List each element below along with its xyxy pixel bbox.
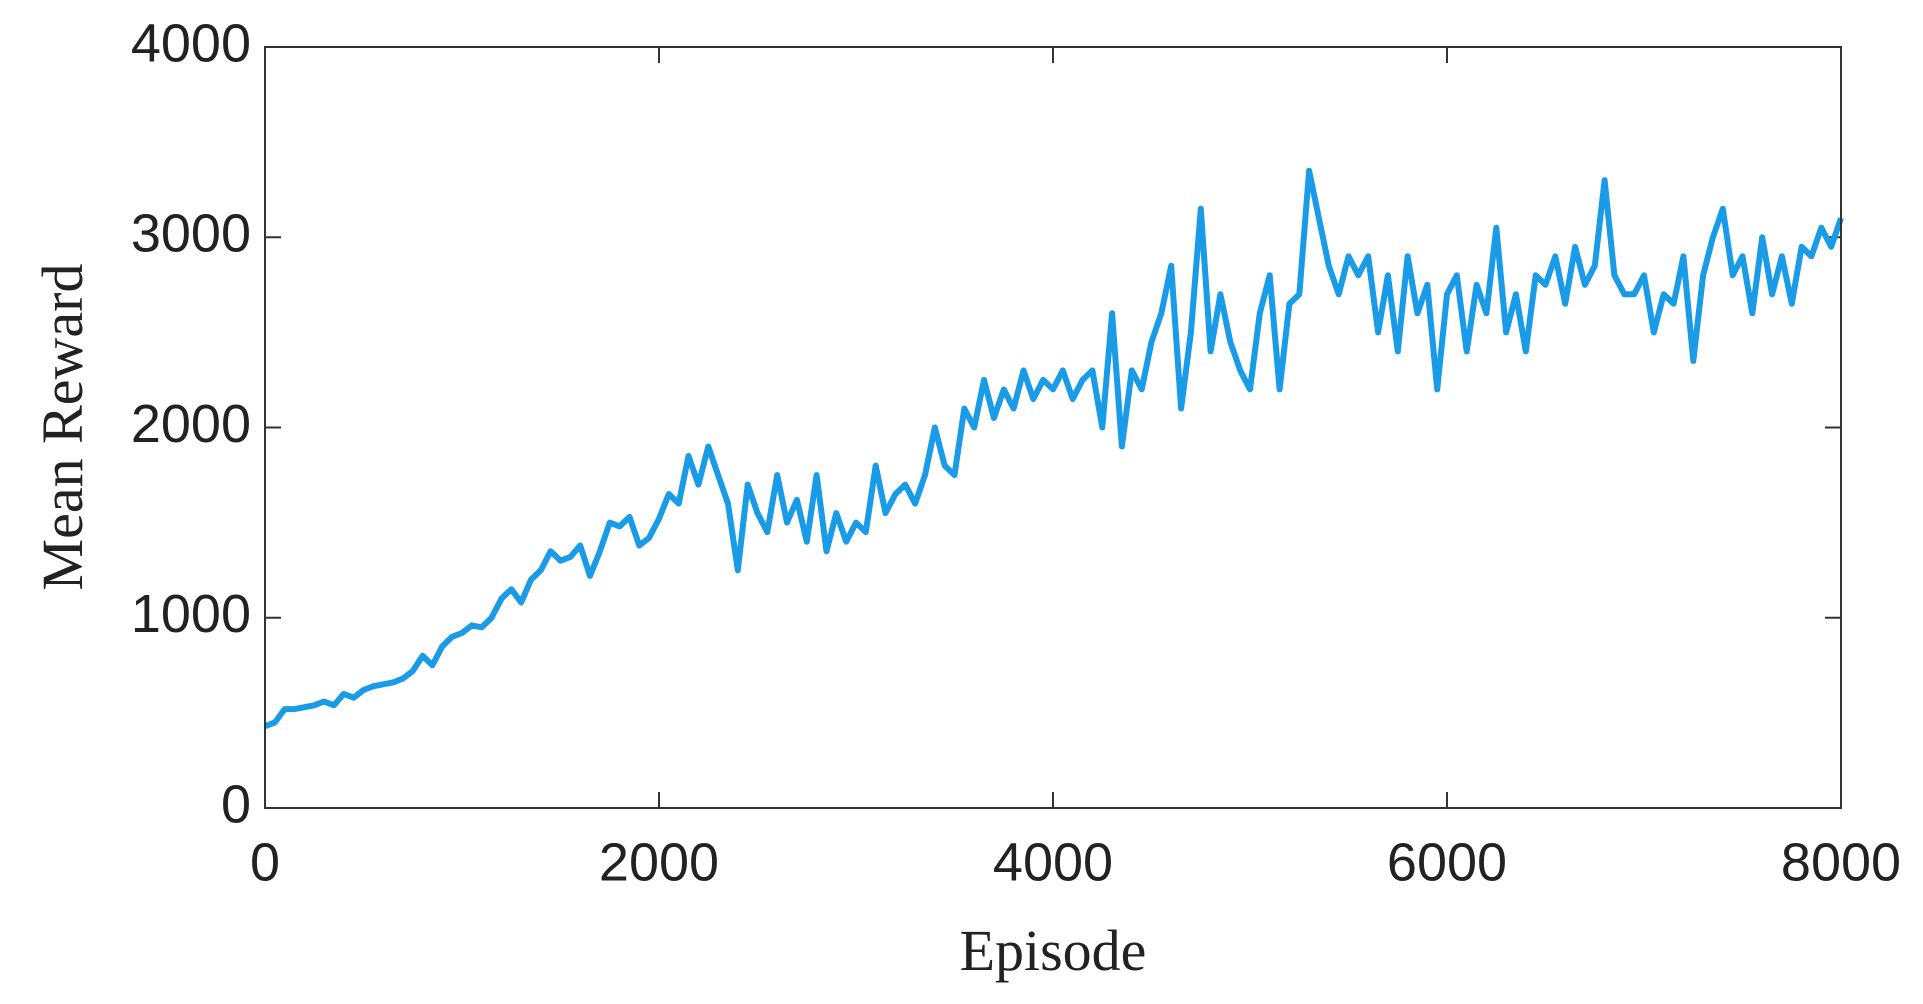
y-axis-label: Mean Reward <box>30 264 95 591</box>
x-tick-label: 8000 <box>1781 832 1901 892</box>
data-line <box>263 167 1844 730</box>
x-axis-label: Episode <box>960 918 1147 983</box>
x-tick-label: 0 <box>250 832 280 892</box>
x-tick-label: 2000 <box>599 832 719 892</box>
y-tick-label: 0 <box>221 774 251 834</box>
y-tick-label: 1000 <box>131 584 251 644</box>
y-tick-label: 2000 <box>131 394 251 454</box>
y-tick-label: 4000 <box>131 13 251 73</box>
x-tick-label: 4000 <box>993 832 1113 892</box>
plot-frame <box>264 46 1842 809</box>
x-tick-label: 6000 <box>1387 832 1507 892</box>
y-tick-label: 3000 <box>131 204 251 264</box>
